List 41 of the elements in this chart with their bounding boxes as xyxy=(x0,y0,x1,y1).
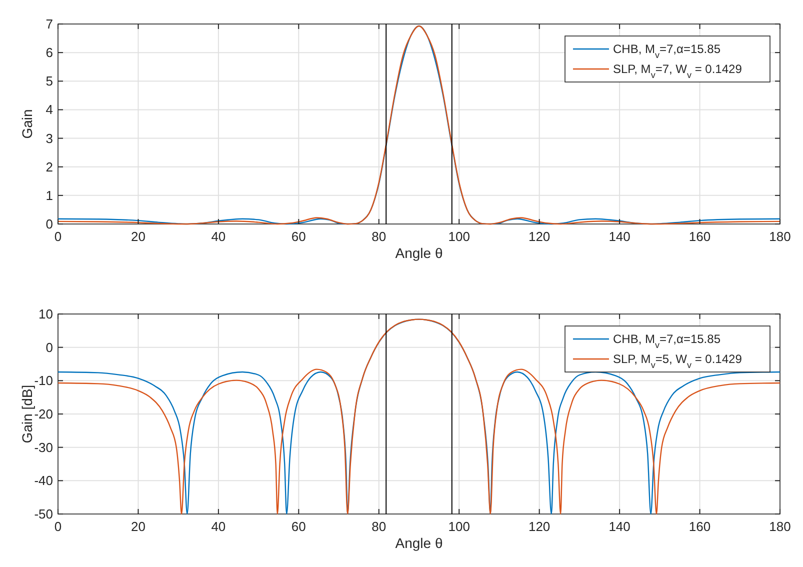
y-tick-label: -30 xyxy=(34,440,53,455)
y-axis-title: Gain xyxy=(19,109,35,139)
y-tick-label: 0 xyxy=(46,340,53,355)
x-tick-label: 20 xyxy=(130,229,146,244)
x-tick-label: 80 xyxy=(372,229,386,244)
legend-label: SLP, M$_{v}$=5, W$_{v}$ = 0.1429 xyxy=(613,352,742,370)
y-tick-label: 7 xyxy=(46,16,53,32)
legend-label: CHB, M$_{v}$=7,α=15.85 xyxy=(613,42,721,60)
y-tick-label: -20 xyxy=(34,406,53,422)
x-tick-label: 100 xyxy=(448,519,470,534)
y-tick-label: 10 xyxy=(38,306,53,322)
x-tick-label: 140 xyxy=(608,229,630,244)
x-tick-label: 20 xyxy=(130,519,146,534)
y-tick-label: -10 xyxy=(34,373,53,388)
x-tick-label: 160 xyxy=(688,519,711,534)
x-axis-title: Angle θ xyxy=(395,535,443,551)
y-tick-label: 0 xyxy=(46,216,53,232)
legend-label: CHB, M$_{v}$=7,α=15.85 xyxy=(613,332,721,350)
x-tick-label: 140 xyxy=(608,519,630,534)
x-axis-title: Angle θ xyxy=(395,245,443,261)
y-tick-label: 1 xyxy=(46,188,53,203)
y-axis-title: Gain [dB] xyxy=(19,384,35,444)
x-tick-label: 80 xyxy=(372,519,386,534)
y-tick-label: 3 xyxy=(46,130,53,146)
y-tick-label: -40 xyxy=(34,473,53,488)
y-tick-label: 2 xyxy=(46,159,53,174)
x-tick-label: 60 xyxy=(291,229,306,244)
y-tick-label: -50 xyxy=(34,506,53,522)
x-tick-label: 120 xyxy=(528,229,550,244)
y-tick-label: 5 xyxy=(46,74,53,89)
x-tick-label: 100 xyxy=(448,229,470,244)
x-tick-label: 180 xyxy=(769,229,791,244)
legend-label: SLP, M$_{v}$=7, W$_{v}$ = 0.1429 xyxy=(613,62,742,80)
y-tick-label: 6 xyxy=(46,45,53,60)
y-tick-label: 4 xyxy=(46,102,53,118)
x-tick-label: 180 xyxy=(769,519,791,534)
x-tick-label: 60 xyxy=(291,519,306,534)
x-tick-label: 40 xyxy=(211,519,226,534)
x-tick-label: 120 xyxy=(528,519,550,534)
x-tick-label: 40 xyxy=(211,229,226,244)
x-tick-label: 160 xyxy=(688,229,711,244)
